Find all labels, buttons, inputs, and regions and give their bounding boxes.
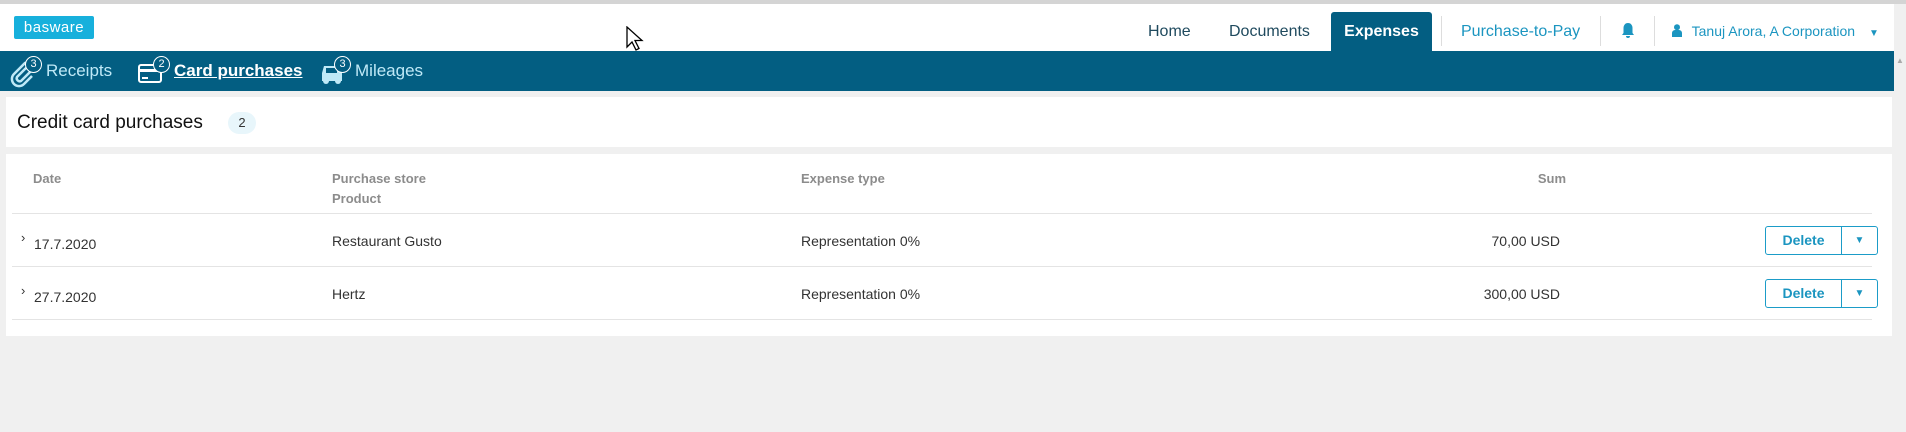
row-sum: 70,00 USD (1491, 233, 1560, 249)
column-header-sum[interactable]: Sum (1537, 171, 1566, 186)
row-expense-type: Representation 0% (801, 233, 921, 249)
divider (1654, 16, 1655, 46)
nav-purchase-to-pay[interactable]: Purchase-to-Pay (1461, 23, 1581, 40)
table-row[interactable]: › 27.7.2020 Hertz Representation 0% 300,… (12, 266, 1878, 319)
scroll-up-icon[interactable]: ▲ (1896, 56, 1904, 65)
mouse-cursor-icon (626, 26, 644, 51)
subnav-label: Receipts (46, 61, 113, 80)
expand-chevron-icon[interactable]: › (21, 283, 26, 298)
column-header-product[interactable]: Product (332, 191, 382, 206)
page-title: Credit card purchases (17, 112, 203, 133)
delete-split-button: Delete ▼ (1765, 279, 1878, 308)
subnav-receipts[interactable]: 3 Receipts (10, 51, 112, 91)
window-top-border (0, 0, 1906, 4)
delete-button[interactable]: Delete (1766, 280, 1842, 307)
table-row[interactable]: › 17.7.2020 Restaurant Gusto Representat… (12, 213, 1878, 266)
subnav-card-purchases[interactable]: 2 Card purchases (138, 51, 303, 91)
chevron-down-icon[interactable]: ▼ (1854, 235, 1865, 246)
expand-chevron-icon[interactable]: › (21, 230, 26, 245)
delete-button[interactable]: Delete (1766, 227, 1842, 254)
basware-logo[interactable]: basware (14, 16, 94, 39)
scrollbar[interactable]: ▲ (1894, 4, 1906, 432)
row-divider (12, 319, 1872, 320)
divider (1600, 16, 1601, 46)
bell-icon[interactable] (1621, 22, 1635, 39)
user-name: Tanuj Arora, A Corporation (1691, 23, 1856, 39)
count-badge: 2 (228, 112, 256, 134)
sub-navigation: 3 Receipts 2 Card purchases 3 Mileages (0, 51, 1894, 91)
nav-documents[interactable]: Documents (1229, 23, 1310, 40)
row-store: Hertz (332, 286, 366, 302)
purchases-table: Date Purchase store Product Expense type… (6, 154, 1892, 336)
nav-home[interactable]: Home (1148, 23, 1191, 40)
app-header: basware Home Documents Expenses Purchase… (0, 4, 1894, 51)
row-store: Restaurant Gusto (332, 233, 442, 249)
row-date: 27.7.2020 (34, 289, 97, 305)
title-panel: Credit card purchases 2 (6, 97, 1892, 147)
column-header-expense-type[interactable]: Expense type (801, 171, 885, 186)
chevron-down-icon[interactable]: ▼ (1854, 288, 1865, 299)
row-date: 17.7.2020 (34, 236, 97, 252)
row-expense-type: Representation 0% (801, 286, 921, 302)
chevron-down-icon: ▼ (1868, 28, 1879, 39)
delete-split-button: Delete ▼ (1765, 226, 1878, 255)
user-icon (1672, 24, 1682, 37)
user-menu[interactable]: Tanuj Arora, A Corporation ▼ (1672, 12, 1879, 51)
column-header-date[interactable]: Date (33, 171, 62, 186)
credit-card-icon (138, 64, 162, 83)
subnav-label: Mileages (355, 61, 424, 80)
subnav-mileages[interactable]: 3 Mileages (319, 51, 423, 91)
row-sum: 300,00 USD (1483, 286, 1560, 302)
mileages-count-badge: 3 (334, 56, 351, 73)
subnav-label: Card purchases (174, 61, 303, 80)
card-purchases-count-badge: 2 (153, 56, 170, 73)
column-header-store[interactable]: Purchase store (332, 171, 426, 186)
nav-expenses[interactable]: Expenses (1331, 12, 1432, 51)
divider (1441, 16, 1442, 46)
receipts-count-badge: 3 (25, 56, 42, 73)
